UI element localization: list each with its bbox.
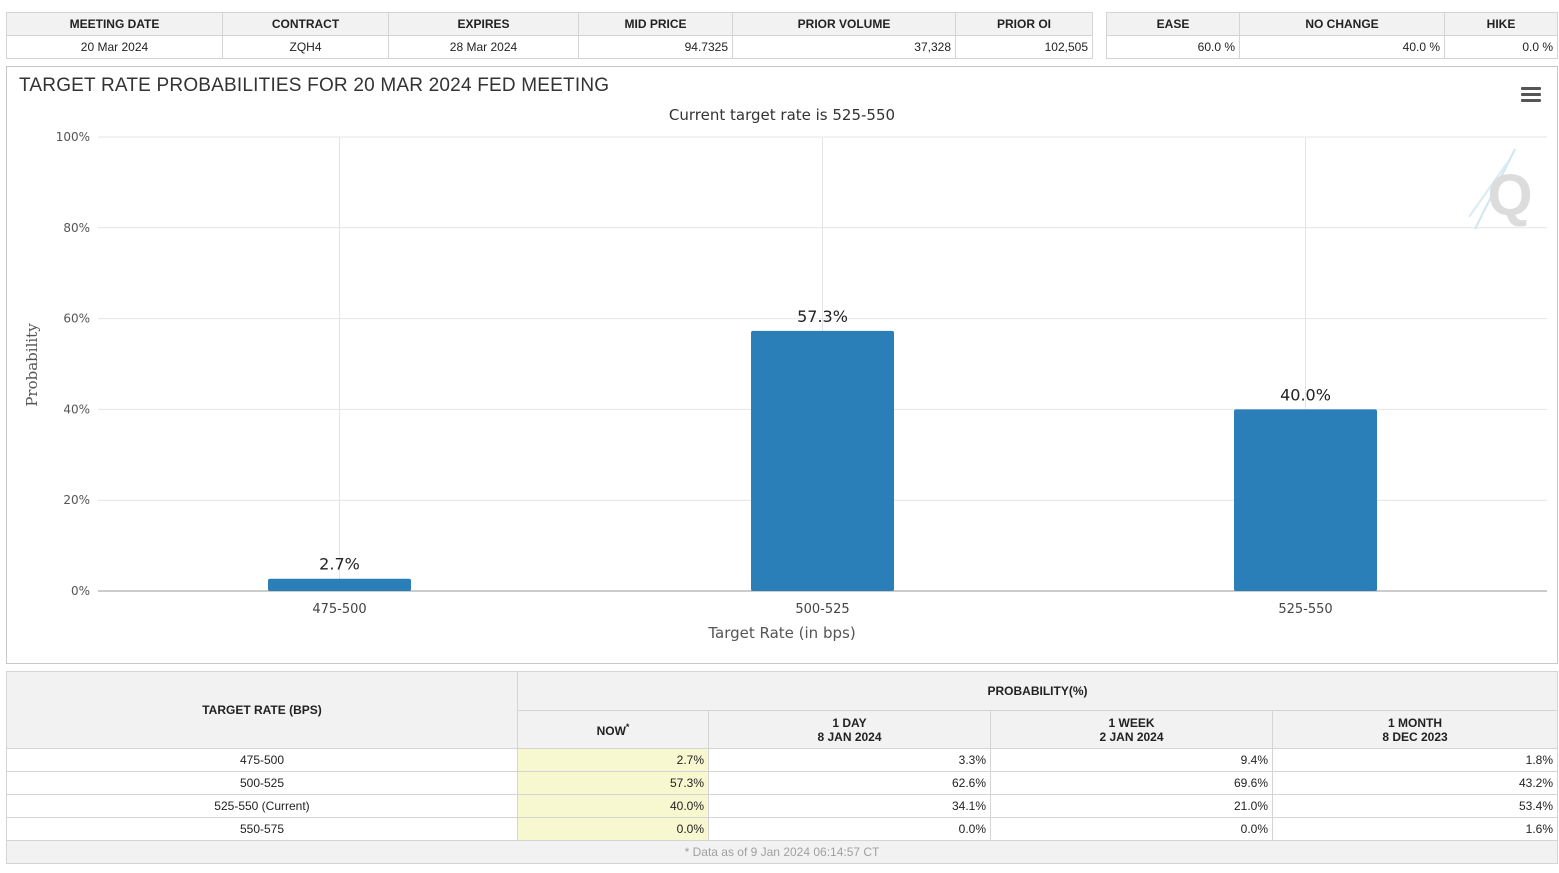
menu-icon xyxy=(1521,87,1541,90)
prior-oi-value: 102,505 xyxy=(955,35,1093,59)
col-no-change: NO CHANGE xyxy=(1239,12,1445,36)
col-now-asterisk: * xyxy=(625,721,630,732)
rate-cell: 525-550 (Current) xyxy=(6,794,518,818)
x-tick-label: 525-550 xyxy=(1278,602,1332,617)
table-row: 550-575 0.0% 0.0% 0.0% 1.6% xyxy=(6,817,1558,841)
col-ease: EASE xyxy=(1106,12,1240,36)
rate-header: TARGET RATE (BPS) xyxy=(6,671,518,749)
col-1-month: 1 MONTH 8 DEC 2023 xyxy=(1272,710,1558,749)
data-timestamp-footnote: * Data as of 9 Jan 2024 06:14:57 CT xyxy=(6,840,1558,864)
data-label: 40.0% xyxy=(1280,385,1331,404)
data-label: 57.3% xyxy=(797,307,848,326)
rate-cell: 500-525 xyxy=(6,771,518,795)
now-cell: 57.3% xyxy=(517,771,709,795)
chart-title: TARGET RATE PROBABILITIES FOR 20 MAR 202… xyxy=(19,75,610,96)
month-cell: 1.8% xyxy=(1272,748,1558,772)
bar xyxy=(268,578,411,591)
chart-menu-button[interactable] xyxy=(1521,87,1541,103)
day-cell: 3.3% xyxy=(708,748,991,772)
day-cell: 0.0% xyxy=(708,817,991,841)
y-axis-label: Probability xyxy=(23,323,41,407)
bar xyxy=(751,330,894,591)
y-tick-label: 0% xyxy=(71,584,90,598)
y-tick-label: 80% xyxy=(63,221,90,235)
mid-price-value: 94.7325 xyxy=(578,35,733,59)
y-tick-label: 40% xyxy=(63,402,90,416)
week-cell: 9.4% xyxy=(990,748,1273,772)
prior-volume-value: 37,328 xyxy=(732,35,956,59)
week-cell: 69.6% xyxy=(990,771,1273,795)
probability-header: PROBABILITY(%) xyxy=(517,671,1558,711)
col-hike: HIKE xyxy=(1444,12,1558,36)
data-label: 2.7% xyxy=(319,555,360,574)
table-row: 525-550 (Current) 40.0% 34.1% 21.0% 53.4… xyxy=(6,794,1558,818)
col-1-week-label: 1 WEEK xyxy=(1108,715,1155,730)
col-meeting-date: MEETING DATE xyxy=(6,12,223,36)
y-tick-label: 100% xyxy=(56,130,90,144)
col-expires: EXPIRES xyxy=(388,12,579,36)
day-cell: 34.1% xyxy=(708,794,991,818)
bar xyxy=(1234,409,1377,591)
col-1-month-date: 8 DEC 2023 xyxy=(1382,729,1448,744)
watermark-logo: Q xyxy=(1468,148,1533,230)
rate-cell: 550-575 xyxy=(6,817,518,841)
col-contract: CONTRACT xyxy=(222,12,389,36)
contract-value: ZQH4 xyxy=(222,35,389,59)
now-cell: 40.0% xyxy=(517,794,709,818)
col-now: NOW* xyxy=(517,710,709,749)
col-1-week: 1 WEEK 2 JAN 2024 xyxy=(990,710,1273,749)
ease-value: 60.0 % xyxy=(1106,35,1240,59)
col-now-label: NOW xyxy=(596,723,626,738)
month-cell: 43.2% xyxy=(1272,771,1558,795)
week-cell: 0.0% xyxy=(990,817,1273,841)
y-tick-label: 60% xyxy=(63,312,90,326)
col-mid-price: MID PRICE xyxy=(578,12,733,36)
expires-value: 28 Mar 2024 xyxy=(388,35,579,59)
probability-chart: Q Current target rate is 525-550 Target … xyxy=(23,106,1547,642)
rate-cell: 475-500 xyxy=(6,748,518,772)
chart-subtitle: Current target rate is 525-550 xyxy=(669,106,895,124)
meeting-date-value: 20 Mar 2024 xyxy=(6,35,223,59)
probability-table: TARGET RATE (BPS) PROBABILITY(%) NOW* 1 … xyxy=(6,671,1558,864)
hike-value: 0.0 % xyxy=(1444,35,1558,59)
col-1-month-label: 1 MONTH xyxy=(1388,715,1442,730)
now-cell: 2.7% xyxy=(517,748,709,772)
x-axis-label: Target Rate (in bps) xyxy=(707,624,855,642)
no-change-value: 40.0 % xyxy=(1239,35,1445,59)
x-tick-label: 500-525 xyxy=(795,602,849,617)
now-cell: 0.0% xyxy=(517,817,709,841)
table-row: 500-525 57.3% 62.6% 69.6% 43.2% xyxy=(6,771,1558,795)
meeting-info-table: MEETING DATE CONTRACT EXPIRES MID PRICE … xyxy=(6,12,1093,59)
month-cell: 1.6% xyxy=(1272,817,1558,841)
col-1-week-date: 2 JAN 2024 xyxy=(1099,729,1164,744)
col-prior-volume: PRIOR VOLUME xyxy=(732,12,956,36)
col-prior-oi: PRIOR OI xyxy=(955,12,1093,36)
x-tick-label: 475-500 xyxy=(312,602,366,617)
watermark-text: Q xyxy=(1487,163,1532,228)
outlook-table: EASE NO CHANGE HIKE 60.0 % 40.0 % 0.0 % xyxy=(1106,12,1558,59)
plot-area: 0% 20% 40% 60% 80% 100% 2.7% 475-500 57.3% 500-52… xyxy=(56,130,1547,617)
month-cell: 53.4% xyxy=(1272,794,1558,818)
y-tick-label: 20% xyxy=(63,493,90,507)
col-1-day-label: 1 DAY xyxy=(832,715,867,730)
table-row: 475-500 2.7% 3.3% 9.4% 1.8% xyxy=(6,748,1558,772)
week-cell: 21.0% xyxy=(990,794,1273,818)
col-1-day-date: 8 JAN 2024 xyxy=(817,729,882,744)
day-cell: 62.6% xyxy=(708,771,991,795)
chart-panel: Q Current target rate is 525-550 Target … xyxy=(6,66,1558,664)
col-1-day: 1 DAY 8 JAN 2024 xyxy=(708,710,991,749)
